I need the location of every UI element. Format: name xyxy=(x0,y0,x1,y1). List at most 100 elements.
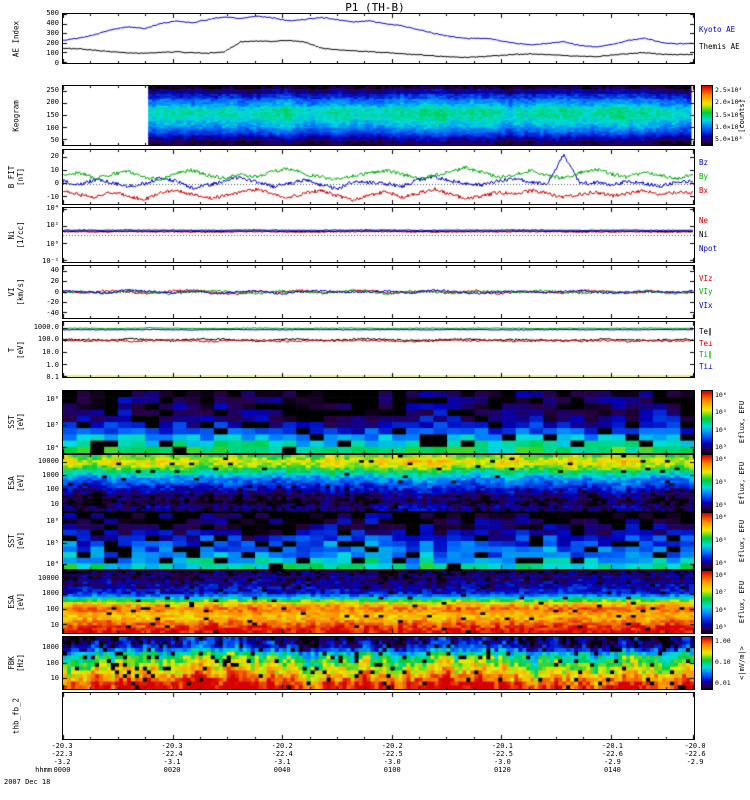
ae-index-ytick: 500 xyxy=(46,9,59,17)
ae-index-legend-1: Themis AE xyxy=(699,42,740,51)
esa-electron-panel xyxy=(62,570,695,634)
b-fit-ytick: -10 xyxy=(46,193,59,202)
footer-x-gse-value: -20.1 xyxy=(601,742,623,750)
velocity-ytick: 0 xyxy=(54,287,59,296)
esa-electron-colorbar-tick: 10⁵ xyxy=(715,623,727,631)
velocity-ytick: 40 xyxy=(50,266,59,275)
ae-index-legend-0: Kyoto AE xyxy=(699,25,736,34)
sst-ion-colorbar xyxy=(701,390,713,454)
esa-ion-canvas xyxy=(63,455,694,511)
velocity-legend-0: VIz xyxy=(699,273,713,283)
hhmm-label: hhmm xyxy=(35,766,52,774)
temperature-legend-1: Te⊥ xyxy=(699,338,713,348)
keogram-colorbar-tick: 1.0×10⁴ xyxy=(715,122,743,131)
footer-z-gse-value: -3.1 xyxy=(163,758,181,766)
thb-fb-2-panel xyxy=(62,692,695,740)
fbk-colorbar xyxy=(701,636,713,690)
footer-time-tick: 0100 xyxy=(383,766,401,774)
temperature-legend-0: Te∥ xyxy=(699,327,712,337)
esa-electron-colorbar-tick: 10⁶ xyxy=(715,605,727,614)
esa-electron-colorbar xyxy=(701,570,713,634)
b-fit-legend-2: Bx xyxy=(699,186,709,195)
velocity-ytick: -40 xyxy=(46,308,59,317)
thb-fb-2-canvas xyxy=(63,693,694,739)
sst-electron-colorbar-tick: 10⁴ xyxy=(715,559,727,567)
b-fit-ytick: 10 xyxy=(50,165,59,174)
temperature-ytick: 1.0 xyxy=(46,360,59,369)
esa-ion-ytick: 10 xyxy=(50,499,59,508)
esa-ion-colorbar xyxy=(701,454,713,512)
esa-ion-colorbar-tick: 10⁴ xyxy=(715,501,727,509)
fbk-canvas xyxy=(63,637,694,689)
esa-ion-ytick: 100 xyxy=(46,485,59,494)
footer-time-tick: 0040 xyxy=(273,766,291,774)
fbk-colorbar-unit: <|mV/m|> xyxy=(738,646,746,680)
keogram-ytick: 150 xyxy=(46,111,59,119)
keogram-colorbar-tick: 2.5×10⁴ xyxy=(715,86,743,94)
temperature-ytick: 10.0 xyxy=(42,347,59,356)
sst-ion-ytick: 10⁵ xyxy=(46,420,59,429)
esa-electron-canvas xyxy=(63,571,694,633)
ae-index-panel xyxy=(62,13,695,64)
b-fit-ytick: 0 xyxy=(54,179,59,188)
velocity-legend-1: VIy xyxy=(699,287,713,296)
temperature-panel xyxy=(62,321,695,378)
density-legend-1: Ni xyxy=(699,230,709,239)
density-panel xyxy=(62,207,695,263)
b-fit-ytick: 20 xyxy=(50,151,59,160)
footer-y-gse-value: -22.6 xyxy=(684,750,706,758)
footer-x-gse-value: -20.0 xyxy=(684,742,706,750)
sst-electron-colorbar-tick: 10⁵ xyxy=(715,536,727,544)
footer-x-gse-value: -20.1 xyxy=(491,742,513,750)
fbk-ytick: 1000 xyxy=(42,642,59,651)
fbk-ytick: 10 xyxy=(50,674,59,683)
temperature-ytick: 1000.0 xyxy=(33,323,59,332)
keogram-colorbar-tick: 2.0×10⁴ xyxy=(715,98,743,107)
footer-time-tick: 0020 xyxy=(163,766,181,774)
density-legend-2: Npot xyxy=(699,244,718,253)
keogram-colorbar-tick: 1.5×10⁴ xyxy=(715,110,743,119)
fbk-colorbar-tick: 0.10 xyxy=(715,658,731,666)
fbk-colorbar-tick: 1.00 xyxy=(715,637,731,645)
footer-y-gse-value: -22.6 xyxy=(601,750,623,758)
footer-z-gse-value: -3.2 xyxy=(53,758,71,766)
temperature-ytick: 0.1 xyxy=(46,373,59,381)
esa-electron-ytick: 1000 xyxy=(42,589,59,598)
esa-ion-ytick: 1000 xyxy=(42,471,59,480)
footer-time-tick: 0140 xyxy=(604,766,621,774)
density-legend-0: Ne xyxy=(699,216,709,225)
density-ytick: 10⁰ xyxy=(46,239,59,248)
footer-y-gse-value: -22.5 xyxy=(491,750,513,758)
velocity-panel xyxy=(62,265,695,319)
b-fit-canvas xyxy=(63,150,694,204)
sst-electron-colorbar xyxy=(701,512,713,570)
density-ytick: 10² xyxy=(46,221,59,230)
footer-x-gse-value: -20.2 xyxy=(381,742,403,750)
b-fit-legend-1: By xyxy=(699,172,709,181)
keogram-colorbar xyxy=(701,85,713,146)
sst-ion-colorbar-unit: Eflux, EFU xyxy=(738,400,746,444)
ae-index-ytick: 0 xyxy=(54,59,59,67)
fbk-panel xyxy=(62,636,695,690)
esa-ion-colorbar-unit: Eflux, EFU xyxy=(738,461,746,505)
esa-electron-colorbar-unit: Eflux, EFU xyxy=(738,580,746,624)
sst-ion-colorbar-tick: 10³ xyxy=(715,443,727,451)
keogram-canvas xyxy=(63,86,694,145)
keogram-ytick: 200 xyxy=(46,98,59,107)
keogram-panel xyxy=(62,85,695,146)
sst-electron-panel xyxy=(62,512,695,570)
footer-x-gse-value: -20.2 xyxy=(271,742,293,750)
sst-ion-colorbar-tick: 10⁴ xyxy=(715,425,727,434)
keogram-ytick: 250 xyxy=(46,85,59,94)
sst-electron-ytick: 10⁵ xyxy=(46,539,59,548)
esa-ion-ytick: 10000 xyxy=(37,456,59,465)
footer-time-tick: 0120 xyxy=(493,766,511,774)
esa-electron-ytick: 10000 xyxy=(37,573,59,582)
plot-title: P1 (TH-B) xyxy=(345,1,405,14)
footer-z-gse-value: -3.0 xyxy=(383,758,401,766)
velocity-ytick: 20 xyxy=(50,276,59,285)
temperature-legend-3: Ti⊥ xyxy=(699,361,713,371)
velocity-legend-2: VIx xyxy=(699,300,713,310)
sst-ion-ytick: 10⁴ xyxy=(46,443,59,452)
